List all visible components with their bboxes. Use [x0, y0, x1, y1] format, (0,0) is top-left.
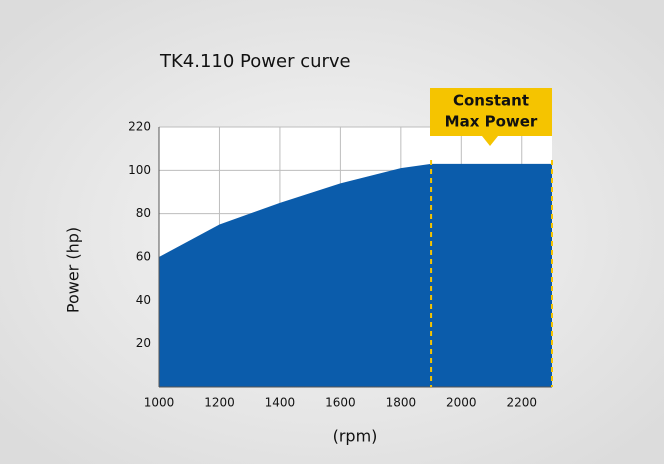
x-tick-label: 1200 — [204, 396, 235, 410]
y-tick-label: 60 — [136, 250, 151, 264]
y-tick-label: 80 — [136, 206, 151, 220]
y-axis-label: Power (hp) — [64, 227, 83, 313]
annotation-text: Max Power — [445, 113, 538, 131]
x-tick-label: 2000 — [446, 396, 477, 410]
annotation-box — [430, 88, 552, 146]
x-axis-label: (rpm) — [333, 427, 378, 446]
annotation-text: Constant — [453, 92, 529, 110]
y-tick-label: 100 — [128, 163, 151, 177]
x-tick-label: 1000 — [144, 396, 175, 410]
y-tick-label: 20 — [136, 336, 151, 350]
x-tick-label: 2200 — [506, 396, 537, 410]
marks — [158, 127, 553, 388]
x-tick-label: 1600 — [325, 396, 356, 410]
y-tick-label: 40 — [136, 293, 151, 307]
annotation: Constant Max Power — [430, 88, 552, 146]
x-tick-label: 1400 — [265, 396, 296, 410]
chart-title: TK4.110 Power curve — [159, 51, 351, 72]
y-tick-label: 220 — [128, 120, 151, 134]
x-tick-label: 1800 — [386, 396, 417, 410]
area — [159, 163, 552, 387]
